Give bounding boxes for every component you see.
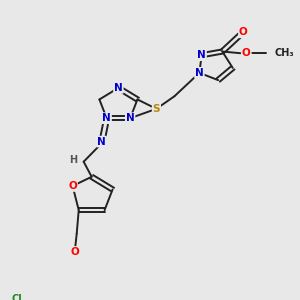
Text: N: N — [102, 113, 111, 123]
Text: N: N — [114, 83, 123, 93]
Text: Cl: Cl — [11, 294, 22, 300]
Text: O: O — [242, 48, 251, 58]
Text: O: O — [68, 181, 77, 191]
Text: N: N — [126, 113, 134, 123]
Text: N: N — [97, 136, 106, 147]
Text: N: N — [195, 68, 204, 78]
Text: CH₃: CH₃ — [274, 48, 294, 58]
Text: H: H — [70, 155, 78, 165]
Text: S: S — [153, 104, 160, 114]
Text: O: O — [70, 247, 79, 257]
Text: N: N — [197, 50, 206, 60]
Text: O: O — [239, 27, 248, 37]
